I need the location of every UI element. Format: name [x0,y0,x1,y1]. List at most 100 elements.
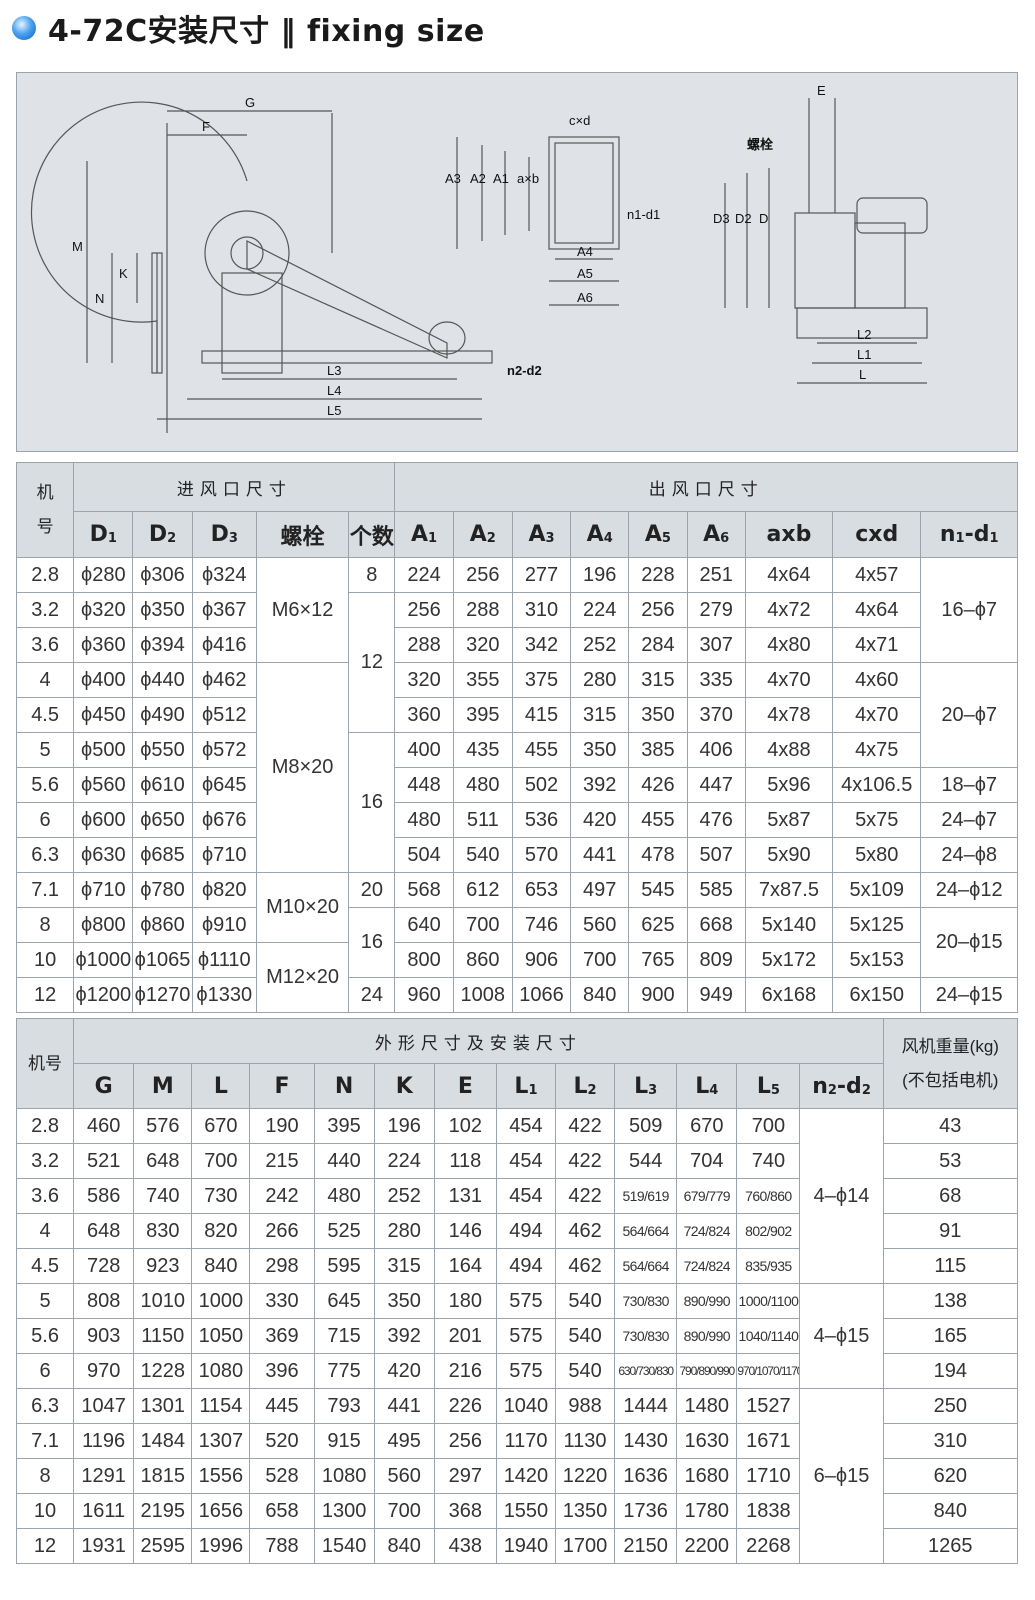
l5-cell: 1710 [736,1458,801,1494]
e-cell: 297 [433,1458,497,1494]
f-cell: 658 [249,1493,315,1529]
column-header: cxd [832,511,922,558]
column-header: 螺栓 [255,511,350,558]
cxd-cell: 5x80 [832,837,922,873]
axb-cell: 5x172 [744,942,834,978]
l4-cell: 679/779 [676,1178,738,1214]
d3-cell: ϕ416 [191,627,257,663]
f-cell: 396 [249,1353,315,1389]
a5-cell: 315 [628,662,688,698]
table-row: 6.3 1047 1301 1154 445 793 441 226 1040 988 1444 14… [15,1388,1019,1564]
model-cell: 5.6 [15,1318,75,1354]
f-cell: 215 [249,1143,315,1179]
column-header: G [73,1063,135,1109]
a6-cell: 370 [686,697,746,733]
l4-cell: 1630 [676,1423,738,1459]
model-cell: 12 [15,977,75,1013]
label-A4: A4 [577,244,593,259]
a2-cell: 480 [452,767,513,803]
weight-cell: 1265 [882,1528,1019,1564]
a4-cell: 392 [570,767,630,803]
axb-cell: 4x72 [744,592,834,628]
e-cell: 368 [433,1493,497,1529]
a5-cell: 625 [628,907,688,943]
l2-cell: 462 [554,1213,616,1249]
column-header: M [133,1063,193,1109]
l5-cell: 2268 [736,1528,801,1564]
n1-d1-cell: 24–ϕ8 [920,837,1018,873]
g-cell: 1196 [73,1423,135,1459]
f-cell: 528 [249,1458,315,1494]
m-cell: 1301 [133,1388,193,1424]
a2-cell: 511 [452,802,513,838]
axb-cell: 5x140 [744,907,834,943]
a2-cell: 540 [452,837,513,873]
label-D2: D2 [735,211,752,226]
f-cell: 298 [249,1248,315,1284]
weight-cell: 840 [882,1493,1019,1529]
l-cell: 1000 [191,1283,251,1319]
l5-cell: 760/860 [736,1178,801,1214]
l2-cell: 1220 [554,1458,616,1494]
label-L1: L1 [857,347,871,362]
table-row: 3.6 ϕ360 ϕ394 ϕ416 288 320 342 252 284 307 4x80 4x7… [15,627,1018,663]
axb-cell: 4x80 [744,627,834,663]
l3-cell: 509 [614,1108,678,1144]
axb-cell: 4x78 [744,697,834,733]
cxd-cell: 4x64 [832,592,922,628]
bolt-count-cell: 12 [348,592,396,733]
a3-cell: 746 [511,907,572,943]
axb-cell: 5x90 [744,837,834,873]
k-cell: 280 [373,1213,435,1249]
a2-cell: 700 [452,907,513,943]
model-cell: 6.3 [15,1388,75,1424]
label-N: N [95,291,104,306]
l2-cell: 540 [554,1318,616,1354]
a1-cell: 448 [394,767,454,803]
a2-cell: 435 [452,732,513,768]
a6-cell: 476 [686,802,746,838]
d1-cell: ϕ1000 [73,942,134,978]
bolt-cell: M10×20 [255,872,350,943]
model-cell: 8 [15,1458,75,1494]
label-M: M [72,239,83,254]
column-header: D2 [132,511,193,558]
n1-d1-cell: 18–ϕ7 [920,767,1018,803]
d1-cell: ϕ1200 [73,977,134,1013]
model-header: 机号 [15,1018,75,1109]
d3-cell: ϕ820 [191,872,257,908]
table-row: 2.8 ϕ280 ϕ306 ϕ324 M6×12 8 224 256 277 196 228 251 4… [15,557,1018,663]
cxd-cell: 5x125 [832,907,922,943]
label-E: E [817,83,826,98]
label-A5: A5 [577,266,593,281]
d3-cell: ϕ645 [191,767,257,803]
front-view [724,98,928,384]
subscript: 1 [107,531,117,546]
m-cell: 740 [133,1178,193,1214]
k-cell: 252 [373,1178,435,1214]
l1-cell: 1420 [495,1458,557,1494]
label-D: D [759,211,768,226]
model-cell: 6 [15,1353,75,1389]
table-row: 5 ϕ500 ϕ550 ϕ572 16 400 435 455 350 385 406 4x88 4x7… [15,732,1018,873]
m-cell: 1150 [133,1318,193,1354]
d2-cell: ϕ550 [132,732,193,768]
fan-drawing-svg: G F M N K L3 L4 L5 n2-d2 A3 A2 A1 a×b c×… [30,83,928,433]
model-header-text: 机号 [36,483,54,536]
l1-cell: 1040 [495,1388,557,1424]
l5-cell: 1671 [736,1423,801,1459]
k-cell: 420 [373,1353,435,1389]
f-cell: 330 [249,1283,315,1319]
l5-cell: 1000/1100 [736,1283,801,1319]
g-cell: 728 [73,1248,135,1284]
bolt-cell: M8×20 [255,662,350,873]
label-L4: L4 [327,383,341,398]
weight-cell: 165 [882,1318,1019,1354]
subscript: 5 [661,531,671,546]
model-cell: 10 [15,942,75,978]
outlet-group-header: 出风口尺寸 [394,462,1018,512]
l4-cell: 790/890/990 [676,1353,738,1389]
a4-cell: 196 [570,557,630,593]
d3-cell: ϕ512 [191,697,257,733]
m-cell: 1815 [133,1458,193,1494]
